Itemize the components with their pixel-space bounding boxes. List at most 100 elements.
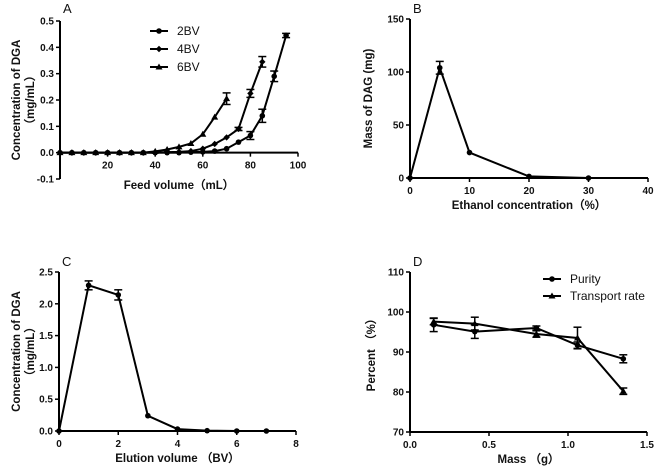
series-dag: [407, 60, 592, 181]
panel-c: 0.0 0.5 1.0 1.5 2.0 2.5 0 2 4 6 8 C Elution volume （…: [11, 254, 299, 465]
data-point: [436, 64, 443, 71]
series-line: [60, 61, 264, 154]
x-tick-label: 20: [523, 186, 535, 197]
panel-a: -0.1 0.0 0.1 0.2 0.3 0.4 0.5 20 40 60 80 100 A Feed v…: [11, 1, 307, 192]
data-point: [211, 140, 218, 148]
y-tick-label: 0.5: [40, 17, 54, 28]
x-tick-label: 40: [642, 186, 654, 197]
series-transport-rate: [429, 316, 628, 396]
legend-item: 4BV: [150, 42, 200, 56]
y-tick-label: 0.5: [39, 395, 53, 406]
panel-b: 0 50 100 150 0 10 20 30 40 B Ethanol concentration…: [363, 1, 654, 212]
x-tick-label: 4: [175, 439, 181, 450]
y-axis-label: Concentration of DGA: [11, 40, 23, 161]
y-tick-label: 80: [393, 388, 405, 399]
data-point: [211, 113, 219, 120]
x-tick-label: 60: [197, 161, 209, 172]
x-tick-label: 8: [293, 439, 299, 450]
data-point: [526, 173, 532, 180]
x-tick-label: 80: [245, 161, 257, 172]
data-point: [233, 428, 240, 434]
x-tick-label: 10: [464, 186, 476, 197]
data-point: [163, 146, 171, 153]
y-tick-label: 90: [393, 348, 405, 359]
y-tick-label: 0.1: [40, 122, 54, 133]
legend-label: Purity: [570, 272, 601, 286]
data-point: [585, 175, 592, 181]
data-point: [271, 73, 278, 80]
x-tick-label: 1.5: [640, 440, 654, 451]
y-tick-label: 0.4: [40, 43, 54, 54]
data-point: [56, 428, 62, 434]
data-point: [247, 132, 254, 139]
y-tick-label: 50: [393, 121, 405, 132]
data-point: [573, 334, 581, 341]
data-point: [187, 139, 195, 146]
y-tick-label: 100: [387, 68, 404, 79]
data-point: [619, 387, 627, 394]
x-axis-label: Ethanol concentration（%）: [452, 198, 607, 212]
data-point: [259, 113, 266, 119]
data-point: [223, 134, 230, 141]
data-point: [92, 149, 100, 156]
y-axis-label: （mg/mL）: [23, 321, 37, 382]
x-tick-label: 0.0: [403, 440, 417, 451]
data-point: [68, 149, 76, 156]
panel-label: C: [62, 254, 71, 269]
y-tick-label: 1.5: [39, 331, 53, 342]
legend-item: Transport rate: [543, 289, 645, 303]
legend-item: Purity: [543, 272, 601, 286]
panel-d: 70 80 90 100 110 0.0 0.5 1.0 1.5 D Mass （g） Percent…: [364, 254, 654, 466]
x-tick-label: 1.0: [561, 440, 575, 451]
y-tick-label: 0.0: [40, 148, 54, 159]
data-point: [80, 149, 88, 156]
data-point: [139, 149, 147, 156]
data-point: [116, 149, 123, 156]
y-tick-label: -0.1: [37, 175, 55, 186]
data-point: [620, 356, 627, 362]
data-point: [548, 292, 556, 299]
x-tick-label: 20: [102, 161, 114, 172]
y-tick-label: 1.0: [39, 363, 53, 374]
data-point: [204, 427, 210, 434]
x-axis-label: Feed volume（mL）: [124, 178, 235, 192]
x-tick-label: 40: [150, 161, 162, 172]
panel-label: D: [413, 254, 422, 269]
series-line: [433, 320, 625, 392]
x-tick-label: 0: [407, 186, 413, 197]
data-point: [533, 325, 540, 331]
data-point: [223, 145, 230, 152]
y-tick-label: 2.5: [39, 268, 53, 279]
data-point: [127, 149, 135, 156]
y-tick-label: 0.2: [40, 96, 54, 107]
data-point: [549, 276, 555, 282]
data-point: [104, 149, 112, 156]
y-axis-label: （mg/mL）: [23, 70, 37, 131]
legend-label: 2BV: [177, 24, 200, 38]
data-point: [85, 282, 92, 289]
series-line: [58, 284, 267, 432]
series-line: [409, 64, 589, 179]
data-point: [145, 412, 151, 419]
legend-item: 2BV: [150, 24, 200, 38]
data-point: [155, 45, 163, 53]
series-2bv: [57, 32, 291, 156]
legend-label: 6BV: [177, 60, 200, 74]
data-point: [155, 63, 163, 70]
series-purity: [429, 317, 628, 364]
data-point: [199, 145, 206, 152]
y-axis-label: Percent （%）: [364, 313, 378, 392]
x-tick-label: 100: [290, 161, 307, 172]
x-tick-label: 2: [115, 439, 121, 450]
series-dga: [56, 280, 270, 434]
data-point: [175, 148, 183, 156]
x-axis-label: Elution volume （BV）: [115, 451, 240, 465]
y-tick-label: 2.0: [39, 299, 53, 310]
data-point: [532, 330, 540, 337]
y-tick-label: 100: [387, 308, 404, 319]
series-line: [433, 323, 624, 360]
y-tick-label: 70: [393, 428, 405, 439]
series-line: [60, 98, 228, 154]
data-point: [247, 90, 254, 97]
data-point: [175, 143, 183, 150]
